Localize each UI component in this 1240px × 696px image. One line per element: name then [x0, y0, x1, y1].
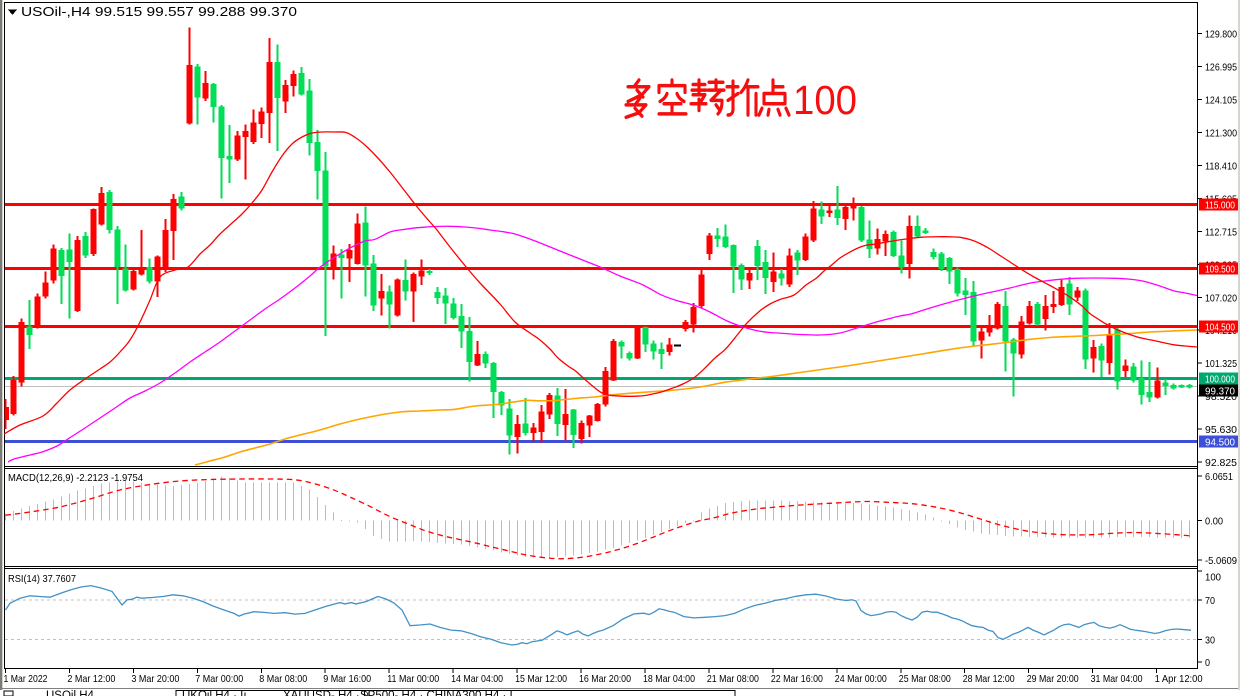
svg-text:112.715: 112.715 — [1205, 226, 1237, 238]
svg-text:SP500-,H4 · CHINA300,H4 · I: SP500-,H4 · CHINA300,H4 · I — [360, 690, 513, 696]
svg-text:24 Mar 00:00: 24 Mar 00:00 — [835, 673, 887, 685]
svg-text:100: 100 — [793, 77, 857, 123]
svg-text:22 Mar 16:00: 22 Mar 16:00 — [771, 673, 823, 685]
svg-text:9 Mar 16:00: 9 Mar 16:00 — [323, 673, 371, 685]
svg-text:11 Mar 00:00: 11 Mar 00:00 — [387, 673, 439, 685]
svg-text:14 Mar 04:00: 14 Mar 04:00 — [451, 673, 503, 685]
svg-text:126.995: 126.995 — [1205, 61, 1237, 73]
svg-text:118.410: 118.410 — [1205, 160, 1237, 172]
svg-text:70: 70 — [1205, 595, 1215, 607]
svg-text:16 Mar 20:00: 16 Mar 20:00 — [579, 673, 631, 685]
svg-text:99.370: 99.370 — [1205, 386, 1235, 398]
svg-text:30: 30 — [1205, 634, 1215, 646]
svg-text:124.105: 124.105 — [1205, 94, 1237, 106]
svg-text:109.500: 109.500 — [1205, 264, 1235, 276]
svg-text:18 Mar 04:00: 18 Mar 04:00 — [643, 673, 695, 685]
svg-text:XAUUSD-,H4 · Iı: XAUUSD-,H4 · Iı — [283, 690, 369, 696]
svg-text:95.630: 95.630 — [1205, 424, 1237, 436]
svg-text:RSI(14) 37.7607: RSI(14) 37.7607 — [8, 573, 76, 585]
svg-text:USOil-,H4 99.515 99.557 99.28: USOil-,H4 99.515 99.557 99.288 99.370 — [21, 4, 297, 19]
svg-text:UKOil,H4 · Iı: UKOil,H4 · Iı — [182, 690, 247, 696]
svg-text:121.300: 121.300 — [1205, 127, 1237, 139]
svg-text:104.500: 104.500 — [1205, 322, 1235, 334]
svg-text:31 Mar 04:00: 31 Mar 04:00 — [1091, 673, 1143, 685]
svg-text:94.500: 94.500 — [1205, 437, 1235, 449]
svg-text:29 Mar 20:00: 29 Mar 20:00 — [1027, 673, 1079, 685]
svg-text:6.0651: 6.0651 — [1205, 471, 1233, 483]
svg-text:-5.0609: -5.0609 — [1205, 555, 1237, 567]
svg-text:15 Mar 12:00: 15 Mar 12:00 — [515, 673, 567, 685]
svg-text:1 Apr 12:00: 1 Apr 12:00 — [1155, 673, 1203, 685]
svg-text:28 Mar 12:00: 28 Mar 12:00 — [963, 673, 1015, 685]
svg-text:3 Mar 20:00: 3 Mar 20:00 — [131, 673, 179, 685]
svg-text:129.800: 129.800 — [1205, 28, 1237, 40]
svg-text:USOil,H4: USOil,H4 — [46, 690, 95, 696]
svg-text:92.825: 92.825 — [1205, 457, 1237, 469]
svg-text:25 Mar 08:00: 25 Mar 08:00 — [899, 673, 951, 685]
svg-text:1 Mar 2022: 1 Mar 2022 — [4, 673, 48, 685]
svg-text:MACD(12,26,9) -2.2123 -1.9754: MACD(12,26,9) -2.2123 -1.9754 — [8, 472, 143, 484]
svg-text:100: 100 — [1205, 572, 1221, 584]
svg-text:7 Mar 00:00: 7 Mar 00:00 — [195, 673, 243, 685]
svg-text:101.325: 101.325 — [1205, 358, 1237, 370]
svg-text:21 Mar 08:00: 21 Mar 08:00 — [707, 673, 759, 685]
svg-text:2 Mar 12:00: 2 Mar 12:00 — [67, 673, 115, 685]
svg-text:0.00: 0.00 — [1205, 516, 1223, 528]
svg-text:0: 0 — [1205, 657, 1210, 669]
svg-text:107.020: 107.020 — [1205, 292, 1237, 304]
svg-text:115.000: 115.000 — [1205, 200, 1235, 212]
svg-text:8 Mar 08:00: 8 Mar 08:00 — [259, 673, 307, 685]
svg-text:100.000: 100.000 — [1205, 374, 1235, 386]
